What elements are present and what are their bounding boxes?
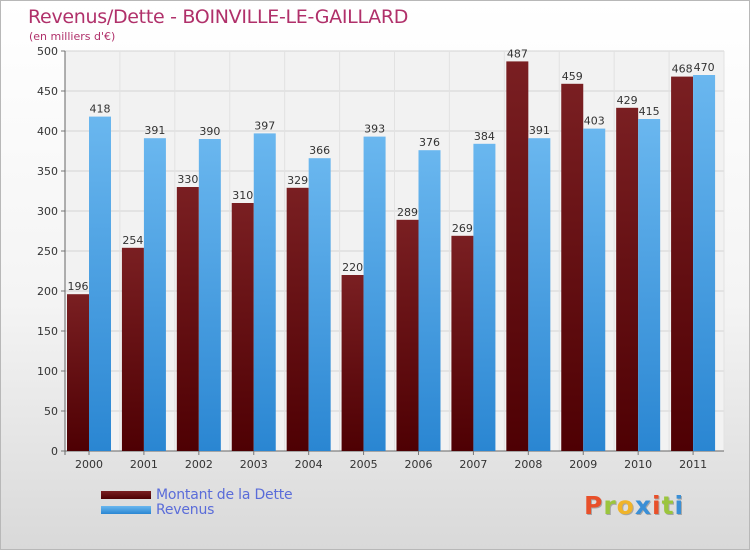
data-label: 220 — [342, 261, 363, 274]
bar-debt — [506, 61, 529, 452]
bar-debt — [286, 187, 309, 452]
bar-debt — [616, 107, 639, 452]
data-label: 310 — [232, 189, 253, 202]
x-tick-label: 2000 — [75, 458, 103, 471]
x-tick-label: 2006 — [405, 458, 433, 471]
logo-letter: o — [616, 491, 635, 520]
x-tick-label: 2004 — [295, 458, 323, 471]
data-label: 384 — [474, 130, 495, 143]
bar-debt — [176, 187, 199, 451]
bar-revenue — [198, 139, 221, 451]
bar-debt — [121, 247, 144, 451]
legend-swatch-debt — [101, 491, 151, 499]
y-tick-label: 0 — [51, 445, 58, 458]
data-label: 196 — [68, 280, 89, 293]
data-label: 376 — [419, 136, 440, 149]
data-label: 393 — [364, 123, 385, 136]
bar-revenue — [253, 133, 276, 451]
x-tick-label: 2011 — [679, 458, 707, 471]
proxiti-logo: Proxiti — [584, 491, 684, 520]
x-tick-label: 2010 — [624, 458, 652, 471]
legend-label-debt: Montant de la Dette — [156, 487, 293, 503]
legend-label-revenue: Revenus — [156, 502, 215, 518]
bar-debt — [396, 219, 419, 451]
data-label: 391 — [144, 124, 165, 137]
y-tick-label: 100 — [37, 365, 58, 378]
y-tick-label: 150 — [37, 325, 58, 338]
y-tick-label: 500 — [37, 45, 58, 58]
y-tick-label: 300 — [37, 205, 58, 218]
logo-letter: t — [661, 491, 675, 520]
legend-swatch-revenue — [101, 506, 151, 514]
x-tick-label: 2001 — [130, 458, 158, 471]
data-label: 269 — [452, 222, 473, 235]
y-tick-label: 350 — [37, 165, 58, 178]
data-label: 391 — [529, 124, 550, 137]
y-tick-label: 50 — [44, 405, 58, 418]
bar-revenue — [638, 119, 661, 451]
data-label: 397 — [254, 119, 275, 132]
data-label: 418 — [90, 103, 111, 116]
x-tick-label: 2002 — [185, 458, 213, 471]
data-label: 403 — [584, 115, 605, 128]
y-tick-label: 250 — [37, 245, 58, 258]
bar-revenue — [89, 116, 111, 451]
bar-debt — [561, 83, 584, 452]
data-label: 366 — [309, 144, 330, 157]
y-tick-label: 450 — [37, 85, 58, 98]
logo-letter: i — [652, 491, 662, 520]
data-label: 487 — [507, 47, 528, 60]
bar-revenue — [693, 75, 716, 451]
x-tick-label: 2003 — [240, 458, 268, 471]
logo-letter: x — [634, 491, 652, 520]
data-label: 329 — [287, 174, 308, 187]
y-tick-label: 200 — [37, 285, 58, 298]
bar-debt — [341, 275, 364, 451]
y-tick-label: 400 — [37, 125, 58, 138]
data-label: 459 — [562, 70, 583, 83]
chart-title: Revenus/Dette - BOINVILLE-LE-GAILLARD — [28, 6, 409, 28]
bar-debt — [671, 76, 694, 451]
bar-revenue — [363, 136, 386, 451]
logo-letter: r — [603, 491, 617, 520]
data-label: 330 — [177, 173, 198, 186]
data-label: 289 — [397, 206, 418, 219]
x-tick-label: 2007 — [459, 458, 487, 471]
bar-debt — [231, 203, 254, 451]
data-label: 254 — [122, 234, 143, 247]
bar-revenue — [418, 150, 441, 451]
bar-debt — [67, 294, 89, 451]
bar-debt — [451, 235, 474, 451]
bar-revenue — [528, 138, 551, 451]
x-tick-label: 2008 — [514, 458, 542, 471]
data-label: 470 — [694, 61, 715, 74]
bar-revenue — [143, 138, 166, 451]
bar-revenue — [583, 128, 606, 451]
x-tick-label: 2005 — [350, 458, 378, 471]
bar-revenue — [473, 143, 496, 452]
data-label: 429 — [617, 94, 638, 107]
data-label: 415 — [639, 105, 660, 118]
logo-letter: P — [584, 491, 604, 520]
data-label: 390 — [199, 125, 220, 138]
chart-subtitle: (en milliers d'€) — [29, 30, 116, 43]
x-tick-label: 2009 — [569, 458, 597, 471]
data-label: 468 — [672, 63, 693, 76]
logo-letter: i — [674, 491, 685, 520]
bar-revenue — [308, 158, 331, 451]
